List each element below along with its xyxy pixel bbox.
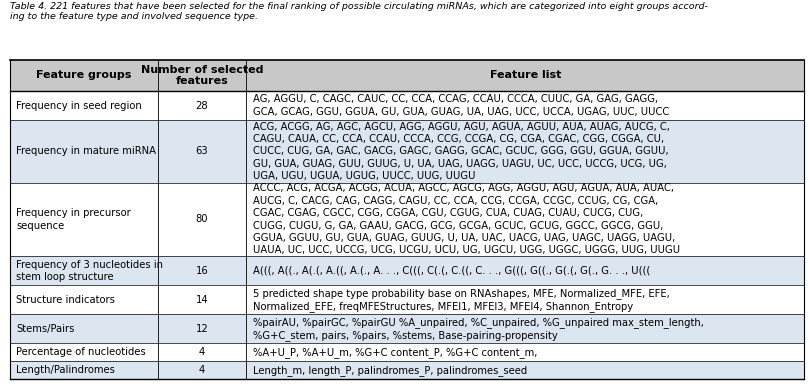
Text: 63: 63 <box>196 146 208 156</box>
Bar <box>10 285 804 314</box>
Bar <box>10 120 804 183</box>
Text: 80: 80 <box>196 215 208 224</box>
Text: 28: 28 <box>196 101 208 111</box>
Text: Feature list: Feature list <box>490 71 561 80</box>
Text: 12: 12 <box>196 324 208 334</box>
Bar <box>10 183 804 256</box>
Text: Frequency of 3 nucleotides in
stem loop structure: Frequency of 3 nucleotides in stem loop … <box>16 259 163 282</box>
Text: 4: 4 <box>199 347 205 357</box>
Text: %pairAU, %pairGC, %pairGU %A_unpaired, %C_unpaired, %G_unpaired max_stem_length,: %pairAU, %pairGC, %pairGU %A_unpaired, %… <box>253 317 704 341</box>
Bar <box>10 361 804 379</box>
Bar <box>10 60 804 91</box>
Text: Structure indicators: Structure indicators <box>16 295 115 305</box>
Text: Length_m, length_P, palindromes_P, palindromes_seed: Length_m, length_P, palindromes_P, palin… <box>253 365 527 376</box>
Text: Feature groups: Feature groups <box>36 71 132 80</box>
Text: Frequency in mature miRNA: Frequency in mature miRNA <box>16 146 156 156</box>
Text: A(((, A((., A(.(, A.((, A.(., A. . ., C(((, C(.(, C.((, C. . ., G(((, G((., G(.(: A(((, A((., A(.(, A.((, A.(., A. . ., C(… <box>253 266 650 276</box>
Text: Number of selected
features: Number of selected features <box>141 65 263 86</box>
Text: 16: 16 <box>196 266 208 276</box>
Bar <box>10 256 804 285</box>
Text: Frequency in seed region: Frequency in seed region <box>16 101 142 111</box>
Bar <box>10 314 804 343</box>
Bar <box>10 343 804 361</box>
Text: Percentage of nucleotides: Percentage of nucleotides <box>16 347 146 357</box>
Text: Frequency in precursor
sequence: Frequency in precursor sequence <box>16 208 131 231</box>
Text: %A+U_P, %A+U_m, %G+C content_P, %G+C content_m,: %A+U_P, %A+U_m, %G+C content_P, %G+C con… <box>253 347 537 358</box>
Text: ACCC, ACG, ACGA, ACGG, ACUA, AGCC, AGCG, AGG, AGGU, AGU, AGUA, AUA, AUAC,
AUCG, : ACCC, ACG, ACGA, ACGG, ACUA, AGCC, AGCG,… <box>253 183 680 256</box>
Text: Length/Palindromes: Length/Palindromes <box>16 365 115 375</box>
Text: Stems/Pairs: Stems/Pairs <box>16 324 74 334</box>
Text: 14: 14 <box>196 295 208 305</box>
Text: Table 4. 221 features that have been selected for the final ranking of possible : Table 4. 221 features that have been sel… <box>10 2 708 21</box>
Text: 5 predicted shape type probability base on RNAshapes, MFE, Normalized_MFE, EFE,
: 5 predicted shape type probability base … <box>253 288 670 312</box>
Text: ACG, ACGG, AG, AGC, AGCU, AGG, AGGU, AGU, AGUA, AGUU, AUA, AUAG, AUCG, C,
CAGU, : ACG, ACGG, AG, AGC, AGCU, AGG, AGGU, AGU… <box>253 122 670 181</box>
Bar <box>10 91 804 120</box>
Text: 4: 4 <box>199 365 205 375</box>
Text: AG, AGGU, C, CAGC, CAUC, CC, CCA, CCAG, CCAU, CCCA, CUUC, GA, GAG, GAGG,
GCA, GC: AG, AGGU, C, CAGC, CAUC, CC, CCA, CCAG, … <box>253 95 669 117</box>
